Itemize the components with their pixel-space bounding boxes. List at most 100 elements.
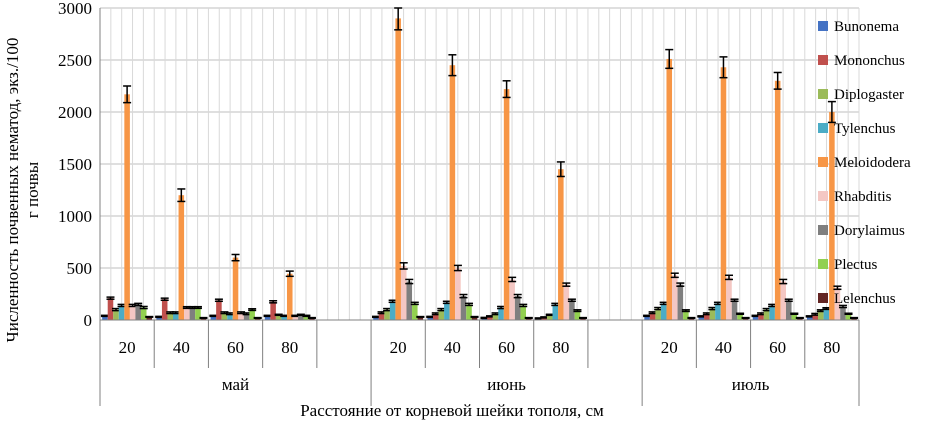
bar — [487, 316, 493, 320]
bar — [514, 296, 521, 320]
bar — [438, 309, 445, 320]
legend-label: Lelenchus — [834, 291, 896, 307]
bar — [574, 310, 581, 320]
bar — [378, 312, 385, 320]
bar — [140, 307, 147, 320]
bar — [558, 169, 564, 320]
legend-label: Rhabditis — [834, 189, 892, 205]
legend-label: Bunonema — [834, 19, 899, 35]
legend-label: Mononchus — [834, 53, 905, 69]
bar — [221, 312, 228, 320]
bar — [216, 300, 222, 320]
bar — [660, 303, 667, 320]
bar — [552, 304, 559, 320]
bar — [238, 312, 244, 320]
bar — [146, 316, 153, 320]
bar — [785, 300, 792, 320]
legend: Bunonema Mononchus Diplogaster Tylenchus Mel… — [818, 19, 911, 307]
bar — [726, 277, 732, 320]
x-axis-title: Расстояние от корневой шейки тополя, см — [300, 401, 604, 420]
bar — [102, 315, 108, 320]
bar — [563, 284, 570, 320]
x-group-label: май — [222, 375, 249, 394]
bar — [417, 316, 424, 320]
bar — [249, 309, 255, 320]
bar — [286, 273, 293, 320]
bar — [178, 195, 185, 320]
x-group-label: июль — [732, 375, 770, 394]
bar — [806, 316, 813, 320]
bar — [546, 314, 553, 320]
bar — [167, 312, 174, 320]
bar — [763, 309, 770, 320]
legend-label: Dorylaimus — [834, 223, 905, 239]
y-tick-label: 2500 — [58, 51, 92, 70]
bar — [840, 306, 846, 320]
bar — [677, 284, 684, 320]
bar — [704, 313, 710, 320]
bar — [758, 313, 764, 320]
bar — [818, 310, 824, 320]
bar — [107, 298, 114, 320]
y-tick-label: 1000 — [58, 207, 92, 226]
bar — [666, 58, 673, 321]
legend-label: Tylenchus — [834, 121, 896, 137]
bar — [715, 303, 721, 320]
bar — [184, 307, 190, 320]
bar — [655, 308, 661, 320]
bar — [774, 80, 781, 320]
bar — [161, 299, 168, 320]
bar — [449, 65, 456, 320]
bar — [492, 313, 499, 320]
bar — [769, 305, 775, 320]
bar — [520, 305, 527, 320]
legend-swatch — [818, 89, 828, 99]
x-tick-label: 20 — [390, 338, 407, 357]
x-tick-label: 20 — [661, 338, 678, 357]
legend-swatch — [818, 293, 828, 303]
bar — [292, 315, 299, 320]
bar — [698, 316, 705, 320]
x-tick-label: 80 — [823, 338, 840, 357]
bar — [412, 303, 418, 320]
x-tick-label: 40 — [715, 338, 732, 357]
bar — [460, 296, 467, 320]
bar — [281, 315, 287, 320]
bar — [270, 301, 276, 320]
bar — [780, 281, 786, 320]
legend-label: Meloidodera — [834, 155, 911, 171]
bar — [569, 300, 575, 320]
bar — [173, 312, 179, 320]
x-tick-label: 40 — [173, 338, 190, 357]
bar — [823, 308, 830, 320]
x-tick-label: 80 — [552, 338, 569, 357]
bar — [389, 301, 396, 320]
legend-swatch — [818, 259, 828, 269]
x-tick-label: 60 — [227, 338, 244, 357]
bar — [471, 316, 478, 320]
bar — [466, 304, 472, 320]
y-tick-label: 3000 — [58, 0, 92, 18]
bar — [395, 18, 401, 321]
bar — [444, 302, 450, 320]
bar — [427, 316, 433, 320]
bar — [373, 316, 379, 320]
y-tick-label: 2000 — [58, 103, 92, 122]
legend-swatch — [818, 21, 828, 31]
bar — [834, 287, 841, 320]
bar — [829, 112, 835, 320]
legend-swatch — [818, 123, 828, 133]
bar — [791, 313, 798, 320]
axis-layer: 0 500 1000 1500 2000 2500 3000 20 40 60 80 20 40 60 80… — [58, 0, 860, 406]
bar — [752, 315, 759, 320]
bar — [195, 307, 201, 320]
legend-label: Diplogaster — [834, 87, 904, 103]
grid-layer — [99, 7, 860, 321]
x-group-label: июнь — [487, 375, 526, 394]
bar — [129, 305, 136, 320]
bar — [275, 314, 282, 320]
bar — [672, 275, 678, 320]
bar — [303, 315, 310, 320]
bar — [210, 315, 217, 320]
